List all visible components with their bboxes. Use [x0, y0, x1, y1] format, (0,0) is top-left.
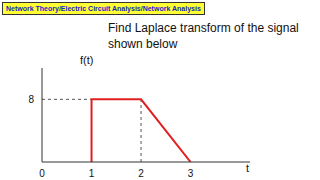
svg-text:1: 1 [89, 168, 95, 179]
svg-text:0: 0 [39, 168, 45, 179]
html-text:Find Laplace transform of the: Find Laplace transform of the signal sho… [108, 21, 299, 51]
html-text:t: t [246, 162, 250, 174]
html-text:f(t): f(t) [80, 54, 94, 66]
html-text:Network Theory/Electric Circui: Network Theory/Electric Circuit Analysis… [6, 5, 201, 12]
svg-text:3: 3 [188, 168, 194, 179]
svg-text:8: 8 [28, 94, 34, 105]
svg-text:2: 2 [138, 168, 144, 179]
